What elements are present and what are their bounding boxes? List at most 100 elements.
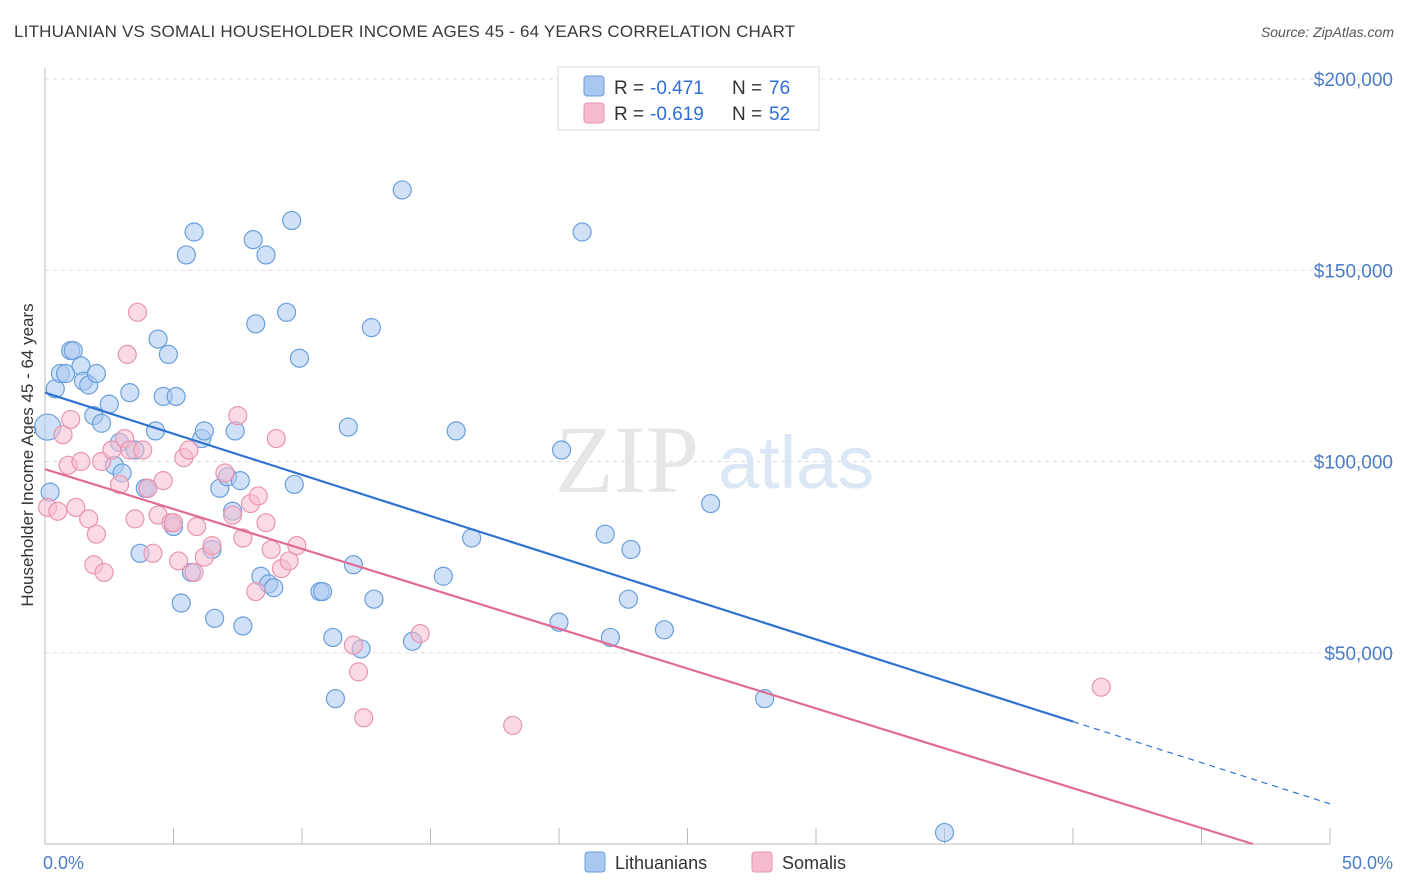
y-tick-label-0: $50,000 (1324, 644, 1393, 665)
lithuanian-point-47 (264, 578, 284, 598)
source-note: Source: ZipAtlas.com (1260, 24, 1394, 40)
somali-point-47 (348, 662, 369, 682)
trend-lines (44, 391, 1331, 846)
lithuanian-point-4 (55, 363, 76, 384)
lithuanian-point-6 (63, 340, 83, 361)
legend-r-value-2: -0.619 (650, 104, 704, 125)
lithuanian-point-29 (176, 245, 196, 265)
lithuanian-point-74 (701, 493, 721, 514)
somali-point-20 (138, 478, 158, 498)
watermark-zip: ZIP (555, 406, 699, 513)
somali-point-13 (109, 474, 130, 495)
somali-point-26 (169, 551, 189, 571)
somali-point-21 (143, 543, 163, 563)
somali-point-41 (261, 539, 281, 560)
somali-point-11 (94, 562, 114, 583)
somali-point-5 (66, 497, 86, 517)
legend-n-value-1: 76 (769, 78, 790, 99)
lithuanian-point-59 (361, 318, 381, 338)
lithuanian-point-54 (323, 627, 343, 648)
y-tick-labels: $50,000 $100,000 $150,000 $200,000 (1314, 70, 1393, 665)
lithuanian-point-64 (446, 421, 466, 441)
lithuanian-point-73 (654, 620, 674, 640)
lithuanian-point-51 (289, 348, 310, 368)
somali-point-30 (187, 516, 207, 537)
lithuanian-point-43 (246, 314, 266, 334)
lithuanian-point-35 (205, 608, 225, 628)
lithuanian-point-40 (230, 471, 250, 491)
trend-line-somalis (44, 468, 1254, 846)
somali-point-32 (202, 536, 222, 556)
legend-r-label-1: R = (614, 78, 644, 99)
lithuanian-point-33 (194, 421, 214, 441)
legend-swatch-somalis (583, 102, 605, 124)
x-tick-label-1: 50.0% (1342, 853, 1393, 873)
somali-point-15 (117, 344, 137, 364)
somali-point-1 (48, 501, 68, 521)
lithuanian-point-12 (91, 413, 112, 433)
somali-point-23 (153, 471, 173, 491)
somali-point-40 (256, 513, 276, 533)
legend-r-label-2: R = (614, 104, 644, 125)
lithuanian-point-68 (572, 222, 592, 242)
lithuanian-point-67 (551, 440, 572, 460)
lithuanian-point-72 (621, 539, 641, 560)
gridlines (45, 78, 1395, 654)
lithuanian-point-28 (171, 593, 191, 613)
axes (44, 68, 1331, 845)
somali-point-34 (223, 505, 243, 525)
somali-point-9 (86, 524, 107, 544)
lithuanian-point-69 (595, 524, 615, 544)
bottom-legend-swatch-somalis (751, 851, 773, 873)
lithuanian-point-70 (600, 627, 621, 648)
somali-point-49 (410, 624, 430, 644)
correlation-legend: R = -0.471 N = 76 R = -0.619 N = 52 (557, 66, 820, 131)
lithuanian-point-45 (256, 245, 276, 265)
somali-point-46 (343, 635, 363, 655)
legend-r-value-1: -0.471 (650, 78, 704, 99)
lithuanian-point-71 (618, 589, 638, 609)
somali-point-48 (354, 708, 374, 728)
lithuanian-point-61 (392, 180, 412, 200)
somali-point-19 (133, 440, 153, 460)
x-tick-label-0: 0.0% (43, 853, 84, 873)
y-tick-label-2: $150,000 (1314, 261, 1393, 282)
x-tick-labels: 0.0% 50.0% (43, 853, 1393, 873)
lithuanian-point-31 (184, 222, 204, 242)
bottom-legend-swatch-lithuanians (584, 851, 606, 873)
trend-line-lithuanians-extension (1072, 721, 1331, 805)
legend-n-label-1: N = (732, 78, 762, 99)
somali-point-33 (215, 463, 235, 483)
lithuanian-point-11 (86, 363, 107, 384)
trend-line-lithuanians (44, 391, 1074, 723)
bottom-legend-somalis: Somalis (782, 853, 846, 873)
somali-point-44 (279, 551, 299, 571)
y-axis-label: Householder Income Ages 45 - 64 years (18, 303, 37, 606)
lithuanian-point-41 (233, 616, 253, 636)
legend-swatch-lithuanians (583, 75, 605, 97)
lithuanian-point-42 (243, 230, 263, 250)
series-lithuanians (33, 180, 955, 843)
lithuanian-point-76 (934, 822, 955, 843)
lithuanian-point-25 (158, 344, 178, 364)
bottom-legend-lithuanians: Lithuanians (615, 853, 707, 873)
legend-n-label-2: N = (732, 104, 762, 125)
somali-point-51 (1091, 677, 1111, 697)
lithuanian-point-63 (433, 566, 453, 586)
somali-point-39 (248, 486, 268, 506)
somali-point-28 (179, 440, 199, 460)
series-legend: Lithuanians Somalis (584, 851, 846, 873)
lithuanian-point-53 (312, 581, 333, 602)
lithuanian-point-17 (120, 383, 140, 403)
somali-point-7 (79, 509, 99, 529)
somali-point-42 (266, 428, 286, 449)
somali-point-18 (127, 302, 148, 322)
somali-point-29 (184, 562, 204, 583)
chart-title: LITHUANIAN VS SOMALI HOUSEHOLDER INCOME … (14, 22, 796, 41)
lithuanian-point-48 (276, 302, 297, 322)
watermark-atlas: atlas (718, 421, 874, 504)
somali-point-25 (163, 513, 184, 533)
somali-point-35 (228, 406, 248, 426)
watermark: ZIP atlas (555, 406, 874, 513)
